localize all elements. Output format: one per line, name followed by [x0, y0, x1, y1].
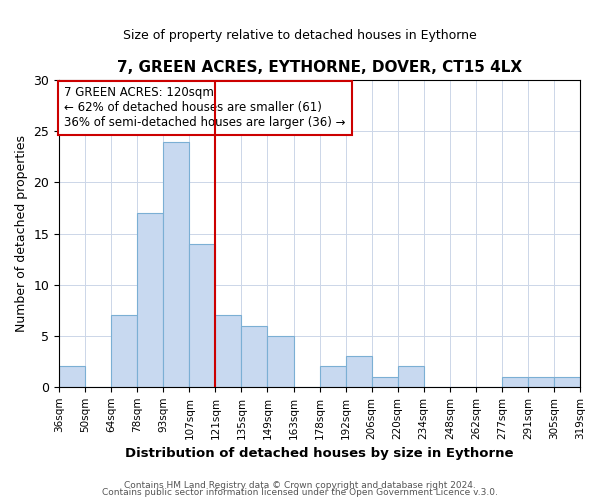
- Bar: [137, 213, 163, 387]
- Text: Size of property relative to detached houses in Eythorne: Size of property relative to detached ho…: [123, 28, 477, 42]
- Y-axis label: Number of detached properties: Number of detached properties: [15, 135, 28, 332]
- Bar: [59, 366, 85, 387]
- Bar: [398, 366, 424, 387]
- Bar: [371, 376, 398, 387]
- Bar: [268, 336, 293, 387]
- Bar: [320, 366, 346, 387]
- Bar: [502, 376, 528, 387]
- Bar: [163, 142, 190, 387]
- Bar: [241, 326, 268, 387]
- Bar: [346, 356, 371, 387]
- Bar: [554, 376, 580, 387]
- Text: Contains HM Land Registry data © Crown copyright and database right 2024.: Contains HM Land Registry data © Crown c…: [124, 480, 476, 490]
- Text: Contains public sector information licensed under the Open Government Licence v.: Contains public sector information licen…: [102, 488, 498, 497]
- Bar: [111, 316, 137, 387]
- Bar: [190, 244, 215, 387]
- X-axis label: Distribution of detached houses by size in Eythorne: Distribution of detached houses by size …: [125, 447, 514, 460]
- Title: 7, GREEN ACRES, EYTHORNE, DOVER, CT15 4LX: 7, GREEN ACRES, EYTHORNE, DOVER, CT15 4L…: [117, 60, 522, 75]
- Bar: [528, 376, 554, 387]
- Bar: [215, 316, 241, 387]
- Text: 7 GREEN ACRES: 120sqm
← 62% of detached houses are smaller (61)
36% of semi-deta: 7 GREEN ACRES: 120sqm ← 62% of detached …: [64, 86, 346, 130]
